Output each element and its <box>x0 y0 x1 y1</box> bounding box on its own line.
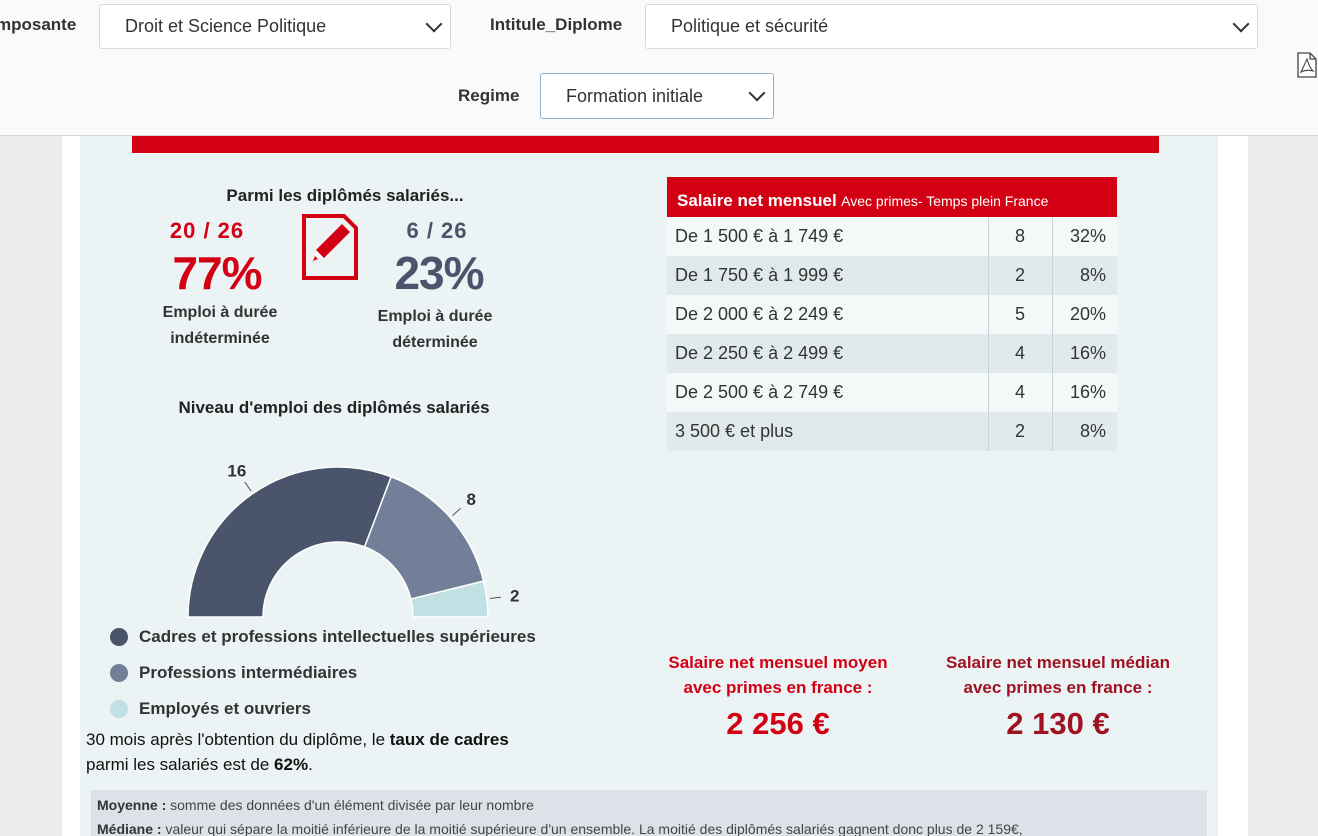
salary-count-cell: 8 <box>987 217 1052 256</box>
salary-mean-label-line2: avec primes en france : <box>683 678 873 697</box>
salary-range-cell: De 1 500 € à 1 749 € <box>667 217 988 256</box>
note-bold-value: 62% <box>274 755 309 774</box>
salary-table-subtitle: Avec primes- Temps plein France <box>841 193 1049 209</box>
note-text: est de <box>223 755 275 774</box>
cdi-label-line1: Emploi à durée <box>162 304 278 321</box>
salary-median-label-line2: avec primes en france : <box>963 678 1153 697</box>
donut-slice <box>409 580 489 618</box>
salary-percent-cell: 16% <box>1051 334 1117 373</box>
definition-mean: Moyenne : somme des données d'un élément… <box>97 793 1201 817</box>
salary-count-cell: 2 <box>987 412 1052 451</box>
cdd-label-line1: Emploi à durée <box>377 308 493 325</box>
salary-median-value: 2 130 € <box>1006 706 1110 741</box>
salary-table-row: De 2 250 € à 2 499 €4 16% <box>667 334 1117 373</box>
salary-count-cell: 5 <box>987 295 1052 334</box>
regime-select[interactable]: Formation initiale <box>540 73 774 119</box>
note-text: . <box>308 755 313 774</box>
cdi-fraction: 20 / 26 <box>169 218 245 243</box>
salary-table-row: De 1 750 € à 1 999 €2 8% <box>667 256 1117 295</box>
data-label-leader <box>489 596 501 600</box>
intitule-select[interactable]: Politique et sécurité <box>645 4 1258 49</box>
salary-range-cell: De 1 750 € à 1 999 € <box>667 256 988 295</box>
intitule-value: Politique et sécurité <box>671 16 829 36</box>
salary-median-box: Salaire net mensuel médian avec primes e… <box>918 650 1198 742</box>
filter-bar: mposante Droit et Science Politique Inti… <box>0 0 1318 136</box>
cdi-label-line2: indéterminée <box>170 330 270 347</box>
cdd-percent: 23% <box>394 247 484 299</box>
salary-table-row: De 2 500 € à 2 749 €4 16% <box>667 373 1117 412</box>
section-red-bar <box>132 136 1159 153</box>
definitions-box: Moyenne : somme des données d'un élément… <box>91 790 1207 836</box>
definition-median-term: Médiane : <box>97 821 162 836</box>
definition-median-text: valeur qui sépare la moitié inférieure d… <box>161 821 1023 836</box>
cdi-label: Emploi à durée indéterminée <box>120 300 320 352</box>
salary-median-label-line1: Salaire net mensuel médian <box>946 653 1170 672</box>
intitule-label: Intitule_Diplome <box>490 15 623 34</box>
salary-mean-box: Salaire net mensuel moyen avec primes en… <box>640 650 916 742</box>
legend-item-employes: Employés et ouvriers <box>110 699 311 719</box>
salary-range-cell: 3 500 € et plus <box>667 412 988 451</box>
salary-percent-cell: 8% <box>1051 256 1117 295</box>
salary-percent-cell: 8% <box>1051 412 1117 451</box>
data-label: 16 <box>227 462 246 481</box>
pdf-export-icon[interactable] <box>1296 52 1318 78</box>
salary-table-row: De 2 000 € à 2 249 €5 20% <box>667 295 1117 334</box>
salary-mean-value: 2 256 € <box>726 706 830 741</box>
legend-label-cadres: Cadres et professions intellectuelles su… <box>139 627 536 646</box>
legend-item-intermediaires: Professions intermédiaires <box>110 663 357 683</box>
donut-slice <box>187 466 393 618</box>
data-label-leader <box>244 481 252 492</box>
cdd-label-line2: déterminée <box>392 334 478 351</box>
salary-table: De 1 500 € à 1 749 €8 32% De 1 750 € à 1 9… <box>667 217 1117 451</box>
data-label: 2 <box>510 587 519 606</box>
salary-range-cell: De 2 250 € à 2 499 € <box>667 334 988 373</box>
contract-title: Parmi les diplômés salariés... <box>226 186 464 205</box>
chevron-down-icon <box>425 15 443 32</box>
legend-dot-intermediaires <box>110 664 128 682</box>
legend-item-cadres: Cadres et professions intellectuelles su… <box>110 627 536 647</box>
chevron-down-icon <box>748 84 766 102</box>
legend-label-intermediaires: Professions intermédiaires <box>139 663 358 682</box>
salary-table-header: Salaire net mensuel Avec primes- Temps p… <box>667 177 1117 217</box>
cadres-rate-note: 30 mois après l'obtention du diplôme, le… <box>86 727 556 777</box>
salary-mean-label-line1: Salaire net mensuel moyen <box>668 653 888 672</box>
salary-table-row: De 1 500 € à 1 749 €8 32% <box>667 217 1117 256</box>
definition-median: Médiane : valeur qui sépare la moitié in… <box>97 817 1201 836</box>
definition-mean-text: somme des données d'un élément divisée p… <box>166 797 534 813</box>
cdi-percent: 77% <box>172 247 262 299</box>
salary-range-cell: De 2 000 € à 2 249 € <box>667 295 988 334</box>
note-bold-term: taux de cadres <box>389 730 509 749</box>
salary-range-cell: De 2 500 € à 2 749 € <box>667 373 988 412</box>
note-text: 30 mois après l'obtention du diplôme, le <box>86 730 390 749</box>
pencil-document-icon <box>302 214 358 280</box>
regime-value: Formation initiale <box>566 85 704 106</box>
salary-percent-cell: 20% <box>1051 295 1117 334</box>
cdd-label: Emploi à durée déterminée <box>335 304 535 356</box>
chevron-down-icon <box>1232 15 1250 32</box>
data-label-leader <box>452 507 462 516</box>
regime-label: Regime <box>458 86 520 105</box>
composante-value: Droit et Science Politique <box>125 16 327 36</box>
legend-label-employes: Employés et ouvriers <box>139 699 311 718</box>
definition-mean-term: Moyenne : <box>97 797 167 813</box>
note-text: parmi les salariés <box>86 755 223 774</box>
composante-select[interactable]: Droit et Science Politique <box>99 4 451 49</box>
chart-title: Niveau d'emploi des diplômés salariés <box>178 398 490 417</box>
data-label: 8 <box>467 490 476 509</box>
composante-label: mposante <box>0 15 77 34</box>
cdd-fraction: 6 / 26 <box>406 218 468 243</box>
salary-count-cell: 4 <box>987 334 1052 373</box>
legend-dot-cadres <box>110 628 128 646</box>
salary-count-cell: 2 <box>987 256 1052 295</box>
salary-count-cell: 4 <box>987 373 1052 412</box>
salary-percent-cell: 16% <box>1051 373 1117 412</box>
salary-table-row: 3 500 € et plus 2 8% <box>667 412 1117 451</box>
salary-percent-cell: 32% <box>1051 217 1117 256</box>
legend-dot-employes <box>110 700 128 718</box>
salary-table-title: Salaire net mensuel <box>677 191 837 210</box>
